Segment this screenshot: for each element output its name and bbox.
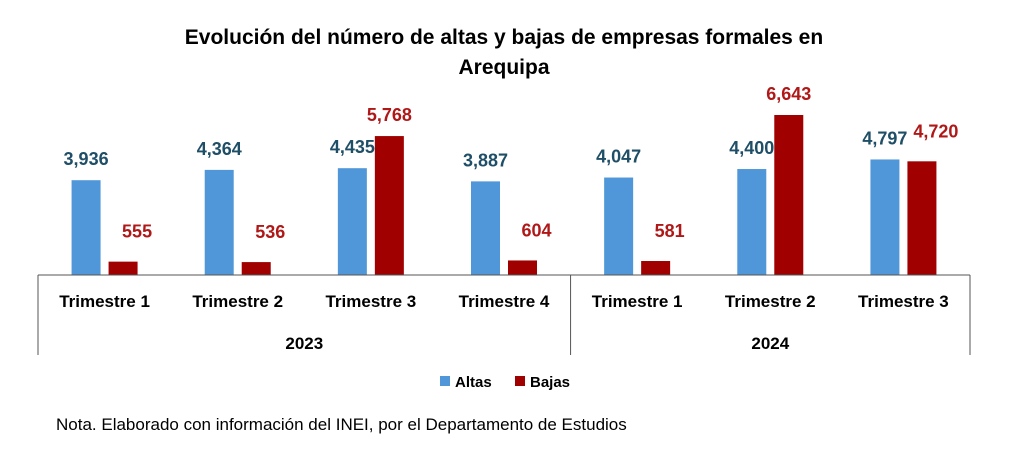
x-tick-label: Trimestre 2 [192,292,283,311]
data-label-altas: 3,936 [64,149,109,169]
x-tick-label: Trimestre 2 [725,292,816,311]
data-label-altas: 4,364 [197,139,242,159]
x-group-label: 2023 [285,334,323,353]
data-label-altas: 4,047 [596,147,641,167]
data-label-bajas: 581 [655,221,685,241]
bar-altas [337,168,367,275]
data-label-bajas: 604 [521,220,551,240]
legend-label-bajas: Bajas [530,374,570,391]
bar-bajas [907,161,937,275]
x-tick-label: Trimestre 3 [325,292,416,311]
x-tick-label: Trimestre 3 [858,292,949,311]
chart-title-line-1: Evolución del número de altas y bajas de… [185,26,823,49]
data-label-bajas: 5,768 [367,105,412,125]
data-label-altas: 3,887 [463,150,508,170]
bar-bajas [108,261,138,275]
data-label-bajas: 555 [122,222,152,242]
data-label-bajas: 6,643 [766,84,811,104]
legend-swatch-bajas [515,376,525,386]
x-tick-label: Trimestre 1 [59,292,150,311]
x-tick-label: Trimestre 1 [592,292,683,311]
x-tick-label: Trimestre 4 [459,292,550,311]
x-group-label: 2024 [751,334,789,353]
data-label-bajas: 536 [255,222,285,242]
legend-swatch-altas [440,376,450,386]
data-label-altas: 4,435 [330,137,375,157]
bar-altas [71,180,101,275]
bar-altas [870,159,900,275]
bar-bajas [508,260,537,275]
bar-bajas [374,136,404,275]
bar-bajas [774,115,804,275]
bar-altas [604,177,634,275]
data-label-altas: 4,400 [729,138,774,158]
bar-altas [204,169,234,275]
legend: Altas Bajas [440,374,570,391]
bar-bajas [241,262,271,275]
chart-title-line-2: Arequipa [458,56,549,79]
bar-altas [737,169,767,275]
bar-altas [471,181,500,275]
data-label-bajas: 4,720 [913,121,958,141]
chart-note: Nota. Elaborado con información del INEI… [56,415,627,434]
legend-label-altas: Altas [455,374,492,391]
bar-bajas [641,261,671,275]
data-label-altas: 4,797 [862,128,907,148]
